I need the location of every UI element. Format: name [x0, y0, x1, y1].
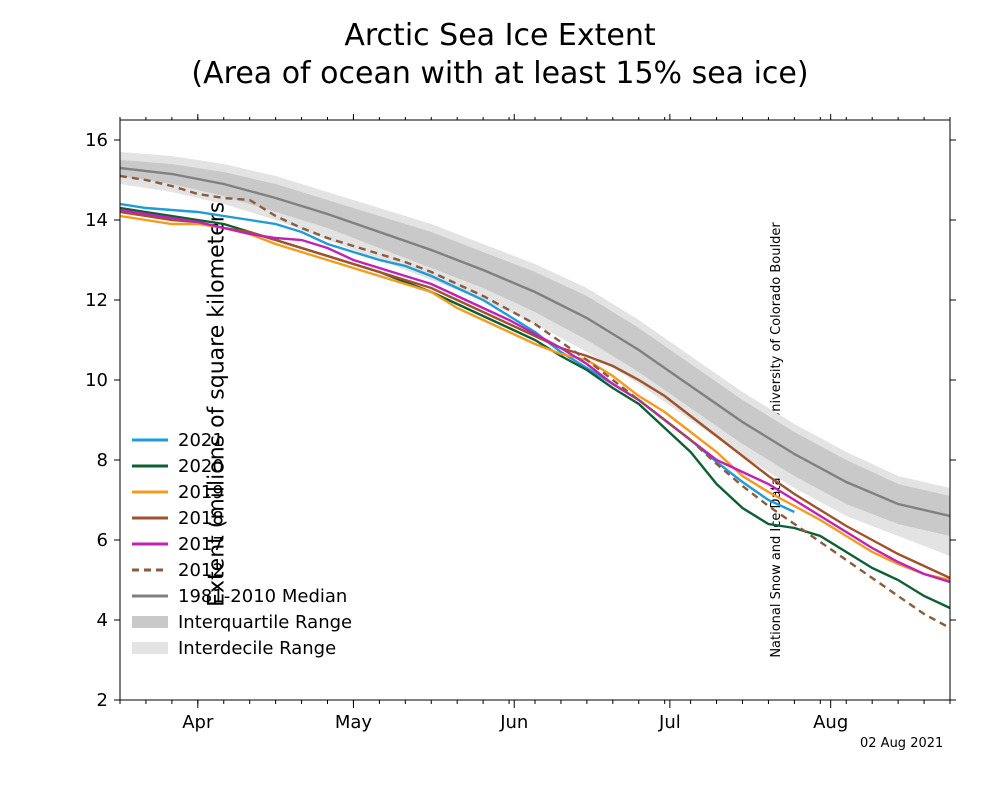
date-label: 02 Aug 2021: [860, 736, 943, 751]
legend-item: Interquartile Range: [178, 612, 352, 633]
xtick-label: Aug: [813, 712, 848, 733]
interdecile-band: [120, 152, 950, 556]
ytick-label: 2: [97, 690, 108, 711]
interquartile-band: [120, 160, 950, 536]
xtick-label: Apr: [182, 712, 214, 733]
legend-item: Interdecile Range: [178, 638, 336, 659]
ytick-label: 12: [85, 290, 108, 311]
legend-item: 2020: [178, 456, 224, 477]
xtick-label: Jul: [658, 712, 681, 733]
xtick-label: Jun: [499, 712, 528, 733]
chart-plot: 2 4 6 8 10 12 14 16 Apr May Jun Jul Aug 2021 2020 2019 2…: [0, 0, 1000, 800]
ytick-label: 4: [97, 610, 108, 631]
ytick-label: 8: [97, 450, 108, 471]
legend-item: 2017: [178, 534, 224, 555]
series-2012: [120, 176, 950, 628]
xtick-label: May: [335, 712, 373, 733]
ytick-label: 6: [97, 530, 108, 551]
legend-item: 2019: [178, 482, 224, 503]
ytick-label: 10: [85, 370, 108, 391]
legend-item: 2021: [178, 430, 224, 451]
legend-item: 1981-2010 Median: [178, 586, 347, 607]
ytick-label: 16: [85, 130, 108, 151]
legend-item: 2018: [178, 508, 224, 529]
legend-item: 2012: [178, 560, 224, 581]
chart-container: Arctic Sea Ice Extent (Area of ocean wit…: [0, 0, 1000, 800]
ytick-label: 14: [85, 210, 108, 231]
